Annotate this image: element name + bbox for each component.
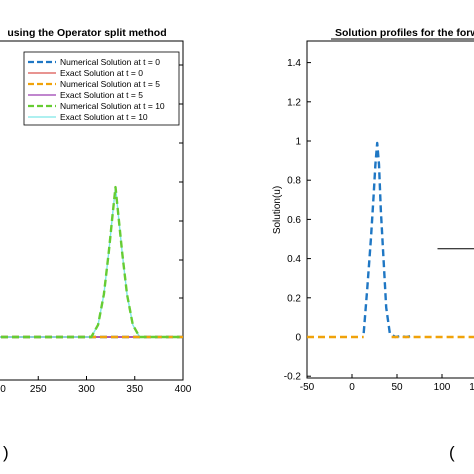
- right-y-tick-label: 0.4: [287, 254, 301, 265]
- right-x-tick-label: 50: [391, 382, 403, 393]
- right-x-tick-label: 100: [434, 382, 451, 393]
- right-series-group: [307, 141, 474, 339]
- right-chart-title: Solution profiles for the forw: [335, 27, 474, 39]
- legend-label-5: Exact Solution at t = 10: [60, 112, 148, 122]
- legend-box: [23, 51, 180, 126]
- right-panel-label: (: [449, 443, 455, 462]
- left-x-tick-label-partial: 0: [0, 384, 6, 395]
- legend-label-4: Numerical Solution at t = 10: [60, 101, 165, 111]
- right-y-tick-label: 0.6: [287, 215, 301, 226]
- left-series-group: [0, 185, 183, 339]
- left-x-tick-label: 350: [126, 384, 143, 395]
- right-x-tick-label: -50: [300, 382, 315, 393]
- right-y-tick-label: 1.2: [287, 97, 301, 108]
- right-arrow: [437, 248, 474, 250]
- right-y-tick-label: -0.2: [284, 372, 302, 383]
- legend-label-3: Exact Solution at t = 5: [60, 90, 143, 100]
- right-y-ticks: -0.2 0 0.2 0.4 0.6 0.8 1 1.2 1.4: [284, 58, 311, 383]
- legend-label-1: Exact Solution at t = 0: [60, 68, 143, 78]
- right-x-tick-label-partial: 1: [469, 382, 474, 393]
- legend-label-2: Numerical Solution at t = 5: [60, 79, 160, 89]
- right-x-tick-label: 0: [349, 382, 355, 393]
- right-series-line-0: [362, 141, 412, 339]
- right-x-ticks: -50 0 50 100 1: [300, 374, 474, 393]
- left-panel-label: ): [3, 443, 9, 462]
- right-y-tick-label: 1.4: [287, 58, 301, 69]
- left-x-tick-label: 250: [30, 384, 47, 395]
- left-series-line-4: [0, 185, 183, 339]
- right-y-tick-label: 0: [295, 333, 301, 344]
- right-panel: Solution profiles for the forw Solution(…: [272, 27, 474, 462]
- legend-label-0: Numerical Solution at t = 0: [60, 57, 160, 67]
- right-y-tick-label: 1: [295, 137, 301, 148]
- left-x-tick-label: 400: [175, 384, 192, 395]
- left-y-ticks: [179, 64, 183, 338]
- right-y-axis-label: Solution(u): [272, 186, 283, 234]
- left-series-line-5: [0, 186, 183, 338]
- left-chart-title: using the Operator split method: [7, 27, 166, 39]
- right-y-tick-label: 0.8: [287, 176, 301, 187]
- left-panel: using the Operator split method 250 300 35…: [0, 27, 192, 462]
- left-x-ticks: 250 300 350 400 0: [0, 376, 192, 395]
- right-plot-frame: [306, 40, 474, 379]
- left-x-tick-label: 300: [78, 384, 95, 395]
- left-legend: Numerical Solution at t = 0 Exact Soluti…: [23, 51, 180, 126]
- right-y-tick-label: 0.2: [287, 293, 301, 304]
